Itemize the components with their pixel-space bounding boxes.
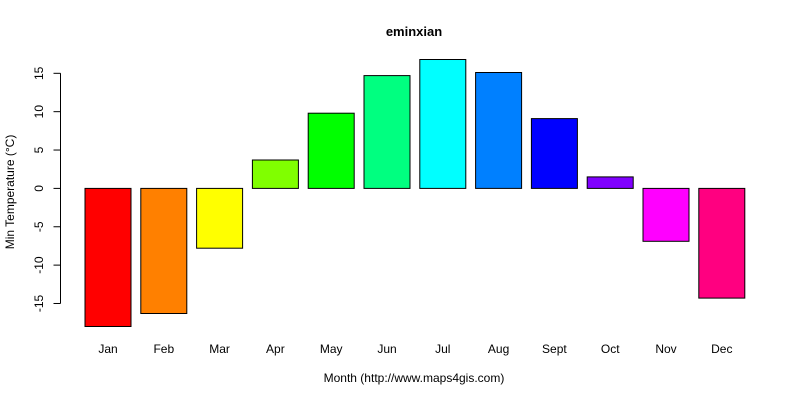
x-tick-label: Feb xyxy=(153,342,174,356)
bar-jan xyxy=(84,187,132,327)
chart-title: eminxian xyxy=(386,24,442,39)
x-tick-labels: Jan Feb Mar Apr May Jun Jul Aug Sept Oct Nov Dec xyxy=(98,342,732,356)
x-tick-label: Aug xyxy=(488,342,509,356)
y-tick-label: 5 xyxy=(32,146,46,153)
x-tick-label: Mar xyxy=(209,342,230,356)
y-tick-label: 15 xyxy=(32,66,46,80)
y-tick-label: -10 xyxy=(32,256,46,274)
x-tick-label: Apr xyxy=(266,342,285,356)
bar-dec xyxy=(698,187,746,299)
x-tick-label: May xyxy=(320,342,343,356)
x-tick-label: Nov xyxy=(655,342,676,356)
y-tick-label: -15 xyxy=(32,294,46,312)
y-tick-label: 0 xyxy=(32,185,46,192)
y-tick-label: -5 xyxy=(32,221,46,232)
bar-series xyxy=(84,59,746,327)
bar-oct xyxy=(586,176,634,189)
x-tick-label: Jan xyxy=(98,342,117,356)
bar-jun xyxy=(363,75,411,189)
x-tick-label: Dec xyxy=(711,342,732,356)
bar-may xyxy=(307,112,355,189)
y-tick-label: 10 xyxy=(32,105,46,119)
bar-jul xyxy=(419,59,467,189)
y-axis: -15 -10 -5 0 5 10 15 xyxy=(32,66,61,312)
x-tick-label: Jul xyxy=(435,342,450,356)
x-tick-label: Sept xyxy=(542,342,567,356)
bar-mar xyxy=(196,187,244,249)
bar-feb xyxy=(140,187,188,314)
x-tick-label: Oct xyxy=(601,342,620,356)
bar-nov xyxy=(642,187,690,242)
x-axis-label: Month (http://www.maps4gis.com) xyxy=(324,371,505,385)
x-tick-label: Jun xyxy=(377,342,396,356)
bar-sept xyxy=(530,118,578,189)
bar-apr xyxy=(251,159,299,189)
y-axis-label: Min Temperature (°C) xyxy=(3,135,17,250)
bar-aug xyxy=(475,72,523,189)
